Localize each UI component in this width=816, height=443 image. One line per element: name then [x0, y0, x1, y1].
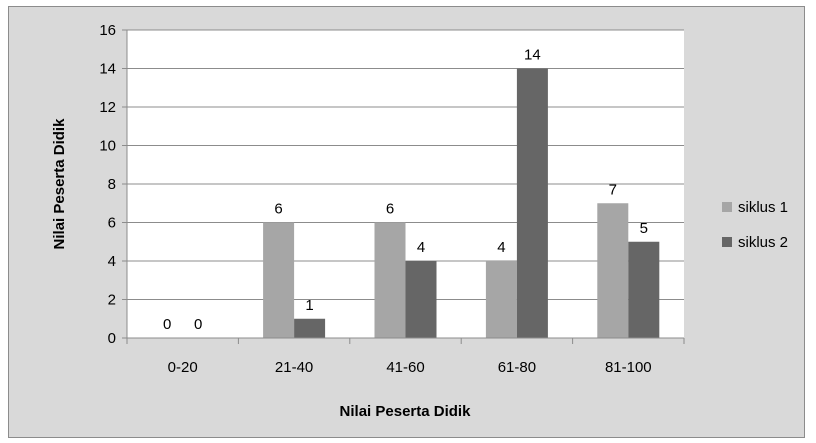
bar-siklus-1 — [597, 203, 629, 338]
x-axis-title: Nilai Peserta Didik — [340, 403, 472, 420]
bar-siklus-2 — [405, 261, 437, 338]
x-tick-label: 81-100 — [605, 359, 652, 376]
data-label: 6 — [386, 201, 394, 218]
y-tick-label: 8 — [108, 176, 116, 193]
bar-siklus-2 — [516, 68, 548, 338]
bar-siklus-1 — [485, 261, 517, 338]
x-tick-labels: 0-20 21-40 41-60 61-80 81-100 — [168, 359, 652, 376]
y-tick-label: 4 — [108, 253, 116, 270]
data-labels: 0 0 6 1 6 4 4 14 7 5 — [163, 47, 648, 334]
x-tick-label: 0-20 — [168, 359, 198, 376]
data-label: 0 — [163, 316, 171, 333]
x-tick-label: 41-60 — [386, 359, 424, 376]
y-tick-label: 16 — [99, 22, 116, 39]
legend: siklus 1 siklus 2 — [722, 199, 788, 251]
y-tick-label: 10 — [99, 138, 116, 155]
bars — [263, 68, 660, 338]
y-tick-label: 0 — [108, 330, 116, 347]
data-label: 4 — [497, 239, 505, 256]
bar-siklus-2 — [628, 241, 660, 338]
x-tick-label: 21-40 — [275, 359, 313, 376]
y-tick-label: 12 — [99, 99, 116, 116]
legend-swatch — [722, 237, 732, 247]
data-label: 14 — [524, 47, 541, 64]
data-label: 7 — [609, 181, 617, 198]
data-label: 6 — [274, 201, 282, 218]
data-label: 0 — [194, 316, 202, 333]
y-tick-label: 6 — [108, 215, 116, 232]
data-label: 4 — [417, 239, 425, 256]
y-tick-labels: 0 2 4 6 8 10 12 14 16 — [99, 22, 116, 347]
bar-siklus-1 — [374, 222, 406, 338]
data-label: 5 — [640, 220, 648, 237]
y-axis-title: Nilai Peserta Didik — [51, 118, 68, 250]
data-label: 1 — [305, 297, 313, 314]
bar-siklus-1 — [263, 222, 295, 338]
x-tick-label: 61-80 — [498, 359, 536, 376]
legend-label: siklus 2 — [738, 234, 788, 251]
axes — [122, 29, 685, 344]
bar-siklus-2 — [294, 318, 326, 338]
y-tick-label: 14 — [99, 61, 116, 78]
legend-label: siklus 1 — [738, 199, 788, 216]
legend-swatch — [722, 202, 732, 212]
y-tick-label: 2 — [108, 292, 116, 309]
